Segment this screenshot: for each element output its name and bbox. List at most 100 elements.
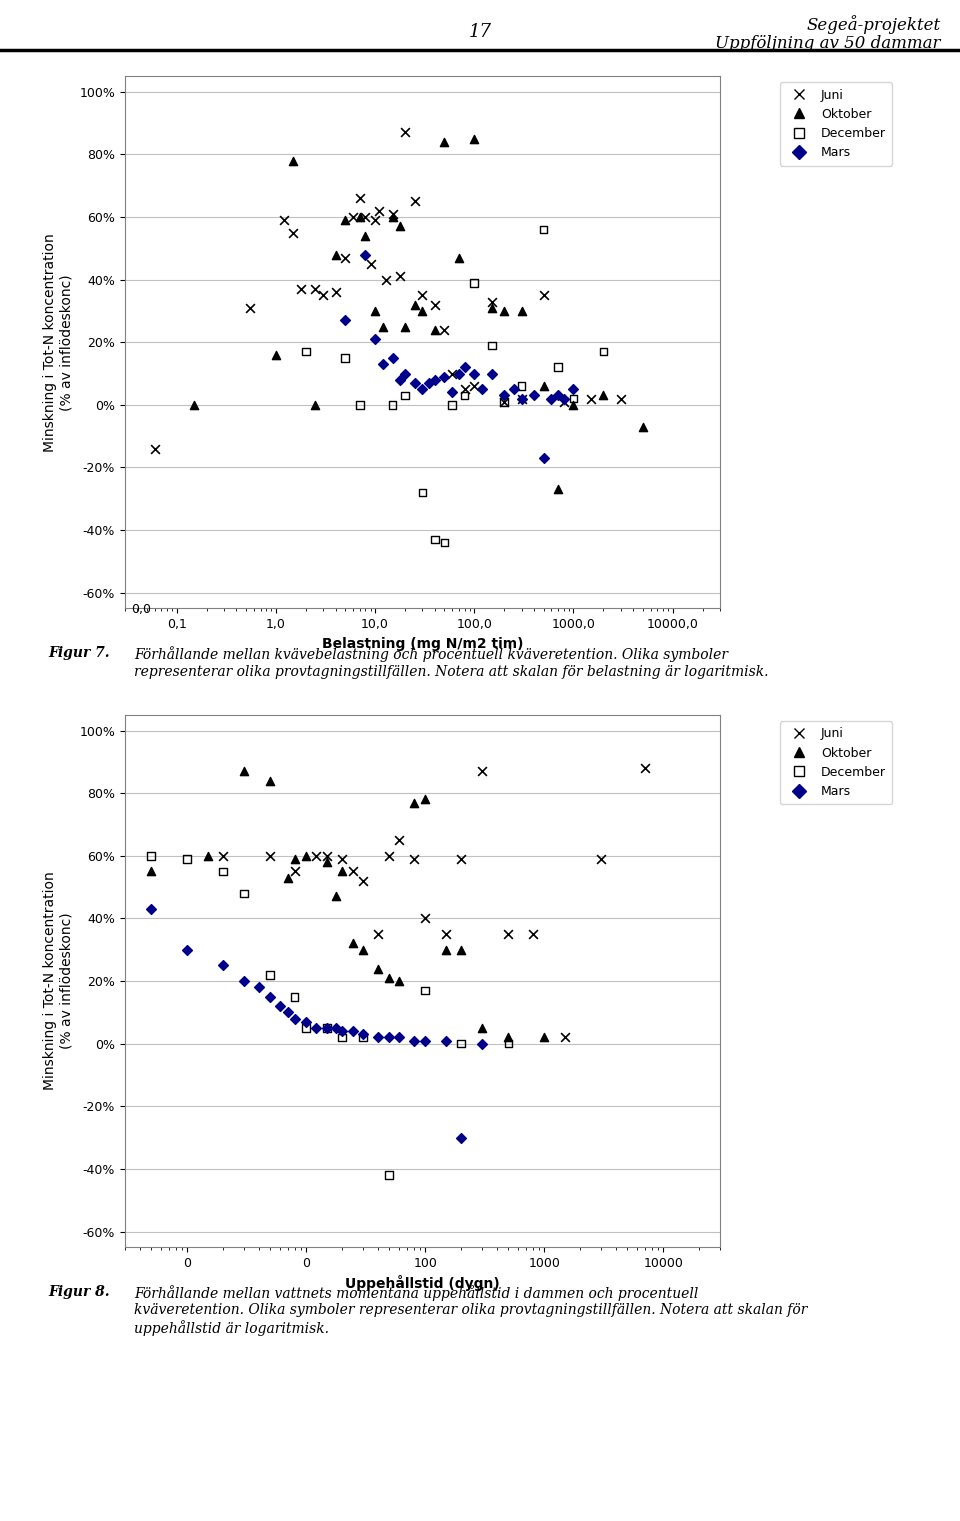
Oktober — [186, 392, 202, 417]
Mars — [514, 386, 529, 411]
Juni — [382, 844, 397, 868]
Mars — [474, 1031, 490, 1056]
Oktober — [286, 149, 301, 173]
Juni — [338, 245, 353, 269]
Oktober — [375, 315, 391, 339]
Juni — [378, 268, 394, 292]
Juni — [308, 844, 324, 868]
Juni — [363, 252, 378, 277]
Oktober — [201, 844, 216, 868]
Juni — [444, 362, 460, 386]
Oktober — [536, 374, 551, 399]
Mars — [506, 377, 521, 402]
Juni — [496, 389, 512, 414]
Juni — [415, 283, 430, 307]
Oktober — [565, 392, 581, 417]
Juni — [593, 847, 609, 872]
Juni — [467, 374, 482, 399]
December — [299, 1016, 314, 1040]
Juni — [243, 295, 258, 319]
December — [144, 844, 159, 868]
December — [484, 333, 499, 357]
Oktober — [437, 129, 452, 154]
Mars — [251, 975, 266, 999]
Juni — [525, 922, 540, 946]
Juni — [474, 759, 490, 783]
Oktober — [263, 768, 278, 792]
Oktober — [144, 859, 159, 884]
Oktober — [358, 224, 373, 248]
December — [382, 1164, 397, 1188]
December — [536, 218, 551, 242]
December — [496, 389, 512, 414]
Oktober — [439, 937, 454, 961]
December — [565, 386, 581, 411]
December — [355, 1025, 371, 1049]
Mars — [439, 1028, 454, 1053]
Oktober — [537, 1025, 552, 1049]
Mars — [421, 371, 437, 395]
Mars — [358, 242, 373, 266]
Oktober — [474, 1016, 490, 1040]
Juni — [453, 847, 468, 872]
Mars — [550, 383, 565, 408]
Mars — [407, 371, 422, 395]
Mars — [444, 380, 460, 405]
Oktober — [636, 415, 651, 440]
Text: 0,0: 0,0 — [132, 602, 152, 616]
Mars — [484, 362, 499, 386]
Juni — [287, 859, 302, 884]
Juni — [501, 922, 516, 946]
Juni — [437, 318, 452, 342]
Oktober — [415, 298, 430, 322]
Mars — [526, 383, 541, 408]
Juni — [215, 844, 230, 868]
Oktober — [320, 850, 335, 875]
Mars — [370, 1025, 385, 1049]
Oktober — [514, 298, 529, 322]
Juni — [263, 844, 278, 868]
December — [338, 345, 353, 370]
Oktober — [352, 205, 368, 230]
Oktober — [496, 298, 512, 322]
Mars — [287, 1007, 302, 1031]
Oktober — [407, 292, 422, 316]
December — [352, 392, 368, 417]
Oktober — [299, 844, 314, 868]
Mars — [180, 937, 195, 961]
Mars — [474, 377, 490, 402]
December — [514, 374, 529, 399]
Juni — [427, 292, 443, 316]
Oktober — [334, 859, 349, 884]
Mars — [334, 1019, 349, 1043]
Oktober — [451, 245, 467, 269]
Oktober — [484, 295, 499, 319]
Oktober — [382, 966, 397, 990]
Juni — [484, 289, 499, 313]
Mars — [427, 368, 443, 392]
X-axis label: Belastning (mg N/m2 tim): Belastning (mg N/m2 tim) — [322, 637, 523, 651]
Y-axis label: Minskning i Tot-N koncentration
(% av inflödeskonc): Minskning i Tot-N koncentration (% av in… — [43, 233, 74, 452]
Juni — [457, 377, 472, 402]
Mars — [556, 386, 571, 411]
Text: Förhållande mellan kvävebelastning och procentuell kväveretention. Olika symbole: Förhållande mellan kvävebelastning och p… — [134, 646, 769, 678]
Juni — [397, 120, 413, 144]
December — [236, 881, 252, 905]
December — [418, 978, 433, 1002]
Oktober — [453, 937, 468, 961]
Mars — [397, 362, 413, 386]
December — [334, 1025, 349, 1049]
Juni — [370, 922, 385, 946]
Oktober — [307, 392, 323, 417]
Mars — [368, 327, 383, 351]
Mars — [451, 362, 467, 386]
Juni — [334, 847, 349, 872]
December — [215, 859, 230, 884]
Mars — [536, 446, 551, 470]
Juni — [536, 283, 551, 307]
Mars — [437, 365, 452, 389]
Mars — [346, 1019, 361, 1043]
Juni — [352, 186, 368, 210]
Juni — [346, 205, 361, 230]
Mars — [375, 351, 391, 376]
